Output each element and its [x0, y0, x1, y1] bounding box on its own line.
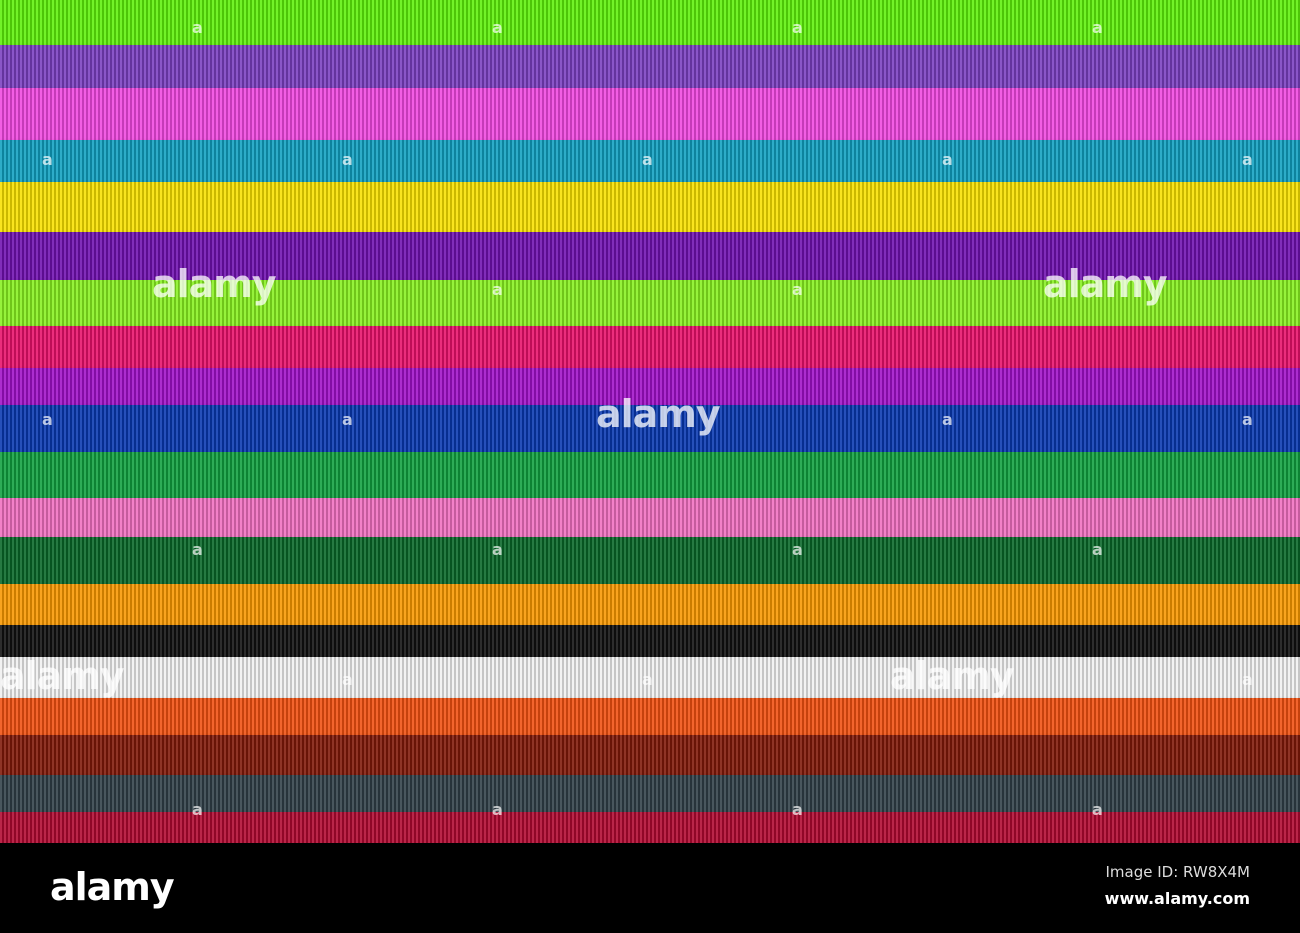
watermark-mark: a	[792, 280, 803, 299]
paper-stripe	[0, 657, 1300, 698]
paper-stripe	[0, 625, 1300, 661]
watermark-mark: a	[192, 540, 203, 559]
watermark-mark: a	[942, 150, 953, 169]
watermark-mark: a	[342, 410, 353, 429]
paper-stripe	[0, 452, 1300, 505]
watermark-mark: a	[1242, 670, 1253, 689]
watermark-mark: a	[642, 670, 653, 689]
watermark-mark: a	[1092, 800, 1103, 819]
watermark-mark: a	[942, 410, 953, 429]
watermark-mark: a	[492, 18, 503, 37]
watermark-mark: a	[642, 150, 653, 169]
watermark: alamy	[152, 262, 277, 306]
paper-stripe	[0, 775, 1300, 816]
footer-bar: alamy Image ID: RW8X4M www.alamy.com	[0, 843, 1300, 933]
watermark-mark: a	[792, 540, 803, 559]
watermark-mark: a	[492, 540, 503, 559]
site-url: www.alamy.com	[1104, 889, 1250, 908]
watermark-mark: a	[192, 18, 203, 37]
corrugated-paper-photo: alamy alamy alamy alamy alamy a a a a a a a a a a a a a a a…	[0, 0, 1300, 843]
watermark-mark: a	[192, 800, 203, 819]
watermark-mark: a	[1092, 18, 1103, 37]
paper-stripe	[0, 232, 1300, 289]
paper-stripe	[0, 326, 1300, 372]
paper-stripe	[0, 812, 1300, 843]
paper-stripe	[0, 537, 1300, 588]
watermark-mark: a	[792, 18, 803, 37]
paper-stripe	[0, 405, 1300, 460]
paper-stripe	[0, 735, 1300, 777]
paper-stripe	[0, 584, 1300, 626]
watermark: alamy	[596, 392, 721, 436]
watermark-mark: a	[42, 410, 53, 429]
paper-stripe	[0, 280, 1300, 328]
paper-stripe	[0, 698, 1300, 737]
watermark: alamy	[0, 654, 125, 698]
watermark-mark: a	[1242, 150, 1253, 169]
watermark-mark: a	[342, 150, 353, 169]
watermark-mark: a	[1092, 540, 1103, 559]
watermark-mark: a	[492, 280, 503, 299]
watermark-mark: a	[492, 800, 503, 819]
watermark: alamy	[1043, 262, 1168, 306]
alamy-logo: alamy	[50, 865, 175, 909]
watermark-mark: a	[42, 150, 53, 169]
image-id: Image ID: RW8X4M	[1105, 863, 1251, 881]
paper-stripe	[0, 182, 1300, 239]
watermark-mark: a	[792, 800, 803, 819]
watermark: alamy	[890, 654, 1015, 698]
watermark-mark: a	[342, 670, 353, 689]
watermark-mark: a	[1242, 410, 1253, 429]
